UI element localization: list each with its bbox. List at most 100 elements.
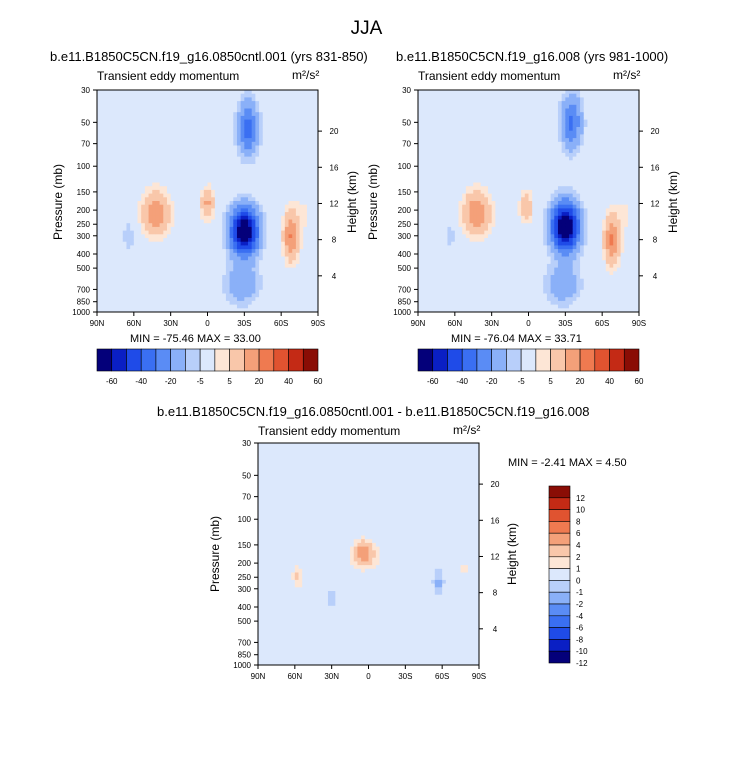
heatmap-cell [447, 260, 452, 265]
heatmap-cell [495, 238, 500, 243]
heatmap-cell [436, 267, 441, 272]
heatmap-cell [487, 252, 493, 257]
heatmap-cell [251, 263, 256, 268]
heatmap-cell [451, 189, 456, 194]
heatmap-cell [458, 193, 463, 198]
heatmap-cell [166, 238, 172, 243]
heatmap-cell [473, 164, 478, 169]
heatmap-cell [487, 278, 493, 283]
heatmap-cell [259, 289, 264, 294]
heatmap-cell [469, 189, 474, 194]
heatmap-cell [273, 245, 278, 250]
heatmap-cell [454, 141, 459, 146]
heatmap-cell [476, 297, 482, 302]
heatmap-cell [240, 201, 245, 206]
heatmap-cell [236, 238, 242, 243]
heatmap-cell [233, 104, 238, 109]
heatmap-cell [244, 160, 249, 165]
heatmap-cell [152, 115, 157, 120]
heatmap-cell [491, 104, 496, 109]
heatmap-cell [458, 197, 463, 202]
heatmap-cell [181, 112, 186, 117]
heatmap-cell [196, 178, 201, 183]
heatmap-cell [200, 175, 205, 180]
heatmap-cell [200, 164, 205, 169]
heatmap-cell [207, 275, 212, 280]
heatmap-cell [229, 278, 234, 283]
heatmap-cell [225, 223, 230, 228]
heatmap-cell [178, 278, 183, 283]
heatmap-cell [225, 97, 230, 102]
heatmap-cell [189, 97, 194, 102]
heatmap-cell [174, 286, 179, 291]
heatmap-cell [418, 215, 423, 220]
heatmap-cell [484, 123, 489, 128]
heatmap-cell [429, 289, 434, 294]
heatmap-cell [155, 201, 161, 206]
heatmap-cell [495, 104, 500, 109]
heatmap-cell [487, 156, 493, 161]
heatmap-cell [487, 130, 493, 135]
heatmap-cell [163, 260, 168, 265]
heatmap-cell [447, 308, 452, 313]
heatmap-cell [310, 175, 315, 180]
heatmap-cell [447, 197, 452, 202]
heatmap-cell [248, 104, 253, 109]
heatmap-cell [292, 215, 297, 220]
heatmap-cell [207, 260, 212, 265]
heatmap-cell [192, 278, 197, 283]
heatmap-cell [200, 275, 205, 280]
heatmap-cell [233, 208, 238, 213]
heatmap-cell [203, 193, 208, 198]
heatmap-cell [299, 175, 304, 180]
heatmap-cell [166, 189, 172, 194]
y-tick-label: 150 [77, 188, 91, 197]
heatmap-cell [159, 267, 164, 272]
heatmap-cell [119, 215, 124, 220]
heatmap-cell [233, 97, 238, 102]
heatmap-cell [240, 167, 245, 172]
heatmap-cell [203, 189, 208, 194]
heatmap-cell [126, 127, 131, 132]
heatmap-cell [306, 182, 312, 187]
heatmap-cell [152, 304, 157, 309]
heatmap-cell [130, 141, 135, 146]
heatmap-cell [476, 186, 482, 191]
y-tick-label: 850 [77, 298, 91, 307]
heatmap-cell [421, 201, 426, 206]
heatmap-cell [218, 156, 223, 161]
heatmap-cell [418, 175, 423, 180]
heatmap-cell [418, 186, 423, 191]
heatmap-cell [200, 127, 205, 132]
heatmap-cell [284, 178, 289, 183]
heatmap-cell [421, 175, 426, 180]
heatmap-cell [458, 141, 463, 146]
heatmap-cell [436, 186, 441, 191]
heatmap-cell [299, 104, 304, 109]
heatmap-cell [465, 282, 470, 287]
heatmap-cell [451, 182, 456, 187]
heatmap-cell [211, 186, 216, 191]
heatmap-cell [259, 297, 264, 302]
heatmap-cell [251, 245, 256, 250]
heatmap-cell [174, 212, 179, 217]
heatmap-cell [266, 127, 271, 132]
heatmap-cell [443, 304, 448, 309]
heatmap-cell [203, 304, 208, 309]
heatmap-cell [310, 238, 315, 243]
heatmap-cell [273, 104, 278, 109]
heatmap-cell [100, 230, 105, 235]
heatmap-cell [495, 130, 500, 135]
heatmap-cell [443, 186, 448, 191]
heatmap-cell [163, 212, 168, 217]
heatmap-cell [288, 104, 293, 109]
heatmap-cell [189, 230, 194, 235]
heatmap-cell [429, 171, 434, 176]
heatmap-cell [277, 286, 282, 291]
heatmap-cell [270, 167, 275, 172]
heatmap-cell [170, 252, 175, 257]
heatmap-cell [447, 160, 452, 165]
heatmap-cell [299, 189, 304, 194]
heatmap-cell [458, 127, 463, 132]
heatmap-cell [281, 226, 286, 231]
